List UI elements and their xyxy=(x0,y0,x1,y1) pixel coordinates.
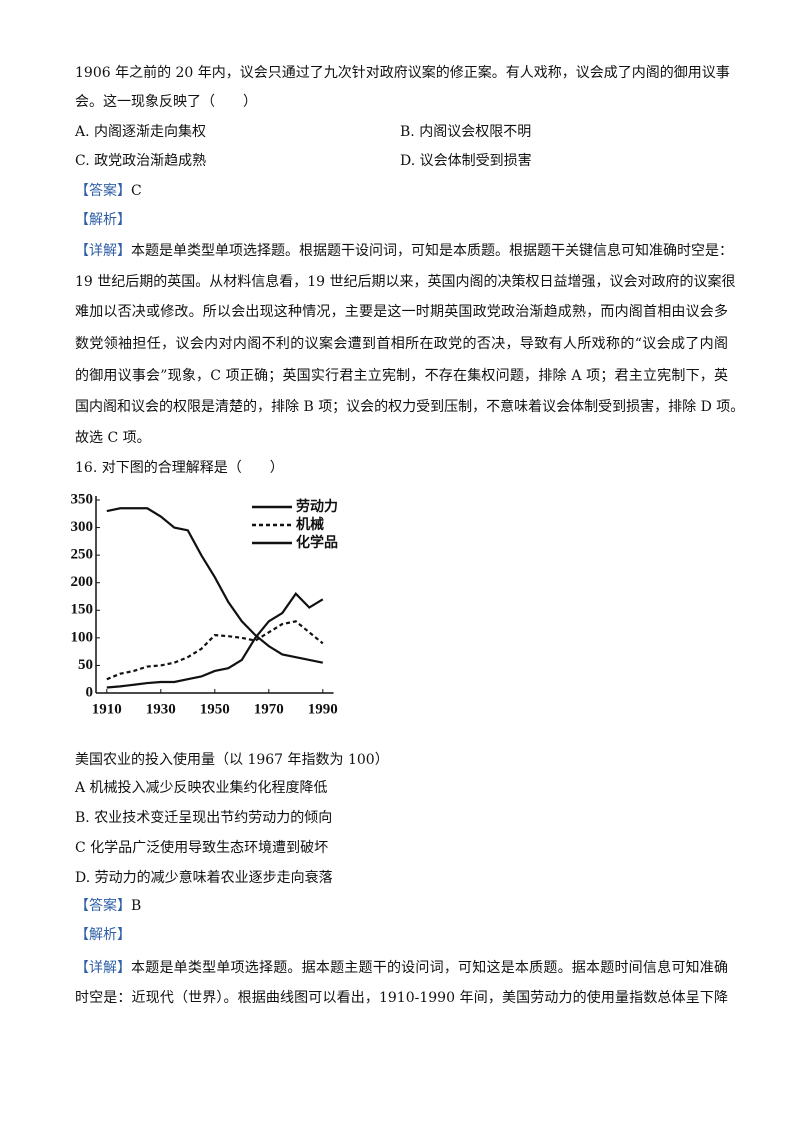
option: D. 议会体制受到损害 xyxy=(400,153,532,169)
option: A 机械投入减少反映农业集约化程度降低 xyxy=(75,780,328,796)
caption: 美国农业的投入使用量（以 1967 年指数为 100） xyxy=(75,752,389,768)
analysis-label: 【解析】 xyxy=(75,927,131,943)
detail-line: 故选 C 项。 xyxy=(75,430,151,446)
x-tick-label: 1970 xyxy=(254,701,284,717)
option: D. 劳动力的减少意味着农业逐步走向衰落 xyxy=(75,870,333,886)
legend-label: 化学品 xyxy=(296,534,338,551)
y-tick-label: 350 xyxy=(71,491,94,507)
answer-label: 【答案】 xyxy=(75,898,131,914)
detail-line: 国内阁和议会的权限是清楚的，排除 B 项；议会的权力受到压制，不意味着议会体制受… xyxy=(75,399,745,415)
stem-line: 1906 年之前的 20 年内，议会只通过了九次针对政府议案的修正案。有人戏称，… xyxy=(75,65,730,81)
y-tick-label: 0 xyxy=(86,684,94,700)
y-tick-label: 200 xyxy=(71,574,94,590)
detail-line: 【详解】 本题是单类型单项选择题。根据题干设问词，可知是本质题。根据题干关键信息可… xyxy=(75,241,733,261)
legend-label: 机械 xyxy=(296,516,324,533)
stem: 16. 对下图的合理解释是（ ） xyxy=(75,460,284,476)
series-line xyxy=(106,507,324,664)
detail-label: 【详解】 xyxy=(75,960,131,976)
y-tick-label: 150 xyxy=(71,602,94,618)
detail-label: 【详解】 xyxy=(75,243,131,259)
detail-line: 的御用议事会”现象，C 项正确；英国实行君主立宪制，不存在集权问题，排除 A 项… xyxy=(75,368,728,384)
y-tick-label: 50 xyxy=(78,657,93,673)
answer-label: 【答案】 xyxy=(75,183,131,199)
detail-line: 难加以否决或修改。所以会出现这种情况，主要是这一时期英国政党政治渐趋成熟，而内阁… xyxy=(75,304,728,320)
detail-line: 数党领袖担任，议会内对内阁不利的议案会遭到首相所在政党的否决，导致有人所戏称的“… xyxy=(75,336,728,352)
stem-line: 会。这一现象反映了（ ） xyxy=(75,94,257,110)
option: C. 政党政治渐趋成熟 xyxy=(75,153,207,169)
x-tick-label: 1950 xyxy=(200,701,230,717)
detail-line: 19 世纪后期的英国。从材料信息看，19 世纪后期以来，英国内阁的决策权日益增强… xyxy=(75,274,736,290)
chart: 0 50 100 150 200 250 300 350 1910 1930 1950 1970 199… xyxy=(71,491,339,717)
detail-line: 时空是：近现代（世界）。根据曲线图可以看出，1910-1990 年间，美国劳动力… xyxy=(75,990,728,1006)
y-tick-label: 100 xyxy=(71,629,94,645)
x-tick-label: 1990 xyxy=(308,701,338,717)
detail-line: 【详解】 本题是单类型单项选择题。据本题主题干的设问词，可知这是本质题。据本题时间… xyxy=(75,958,728,978)
option: A. 内阁逐渐走向集权 xyxy=(75,124,207,140)
answer: 【答案】B xyxy=(75,896,141,916)
option: B. 农业技术变迁呈现出节约劳动力的倾向 xyxy=(75,810,333,826)
detail-text: 本题是单类型单项选择题。据本题主题干的设问词，可知这是本质题。据本题时间信息可知… xyxy=(131,960,728,976)
answer-value: C xyxy=(131,183,142,199)
option: C 化学品广泛使用导致生态环境遭到破坏 xyxy=(75,840,329,856)
answer-value: B xyxy=(131,898,142,914)
y-tick-label: 300 xyxy=(71,519,94,535)
answer: 【答案】C xyxy=(75,181,142,201)
analysis-label: 【解析】 xyxy=(75,212,131,228)
legend-label: 劳动力 xyxy=(296,498,338,515)
x-tick-label: 1910 xyxy=(92,701,122,717)
series-line xyxy=(106,592,324,689)
series-line xyxy=(106,620,324,681)
option: B. 内阁议会权限不明 xyxy=(400,124,532,140)
detail-text: 本题是单类型单项选择题。根据题干设问词，可知是本质题。根据题干关键信息可知准确时… xyxy=(131,243,733,259)
x-tick-label: 1930 xyxy=(146,701,176,717)
y-tick-label: 250 xyxy=(71,547,94,563)
